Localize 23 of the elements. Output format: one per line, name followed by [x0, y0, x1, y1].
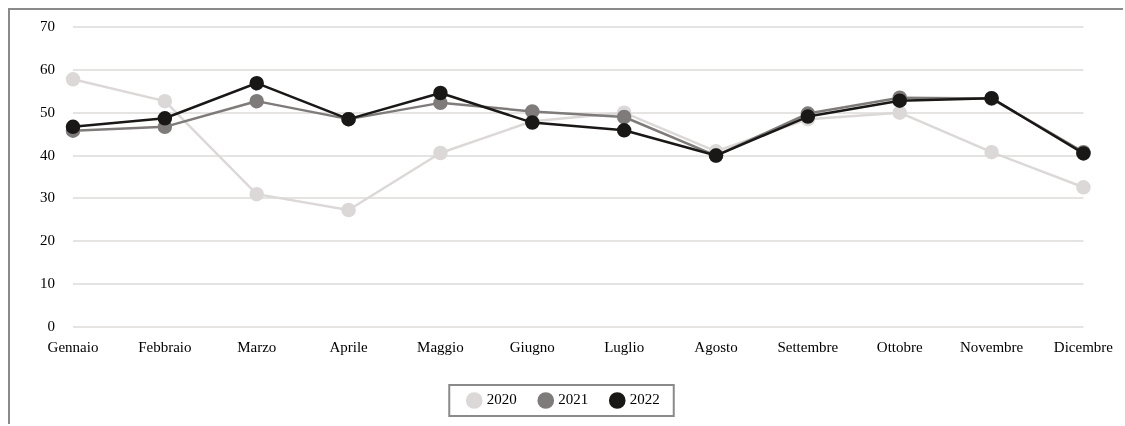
x-tick-label: Febbraio — [138, 338, 192, 355]
x-tick-label: Settembre — [777, 338, 839, 355]
y-tick-label: 30 — [40, 189, 55, 206]
x-tick-label: Aprile — [329, 338, 369, 355]
y-tick-label: 60 — [40, 60, 55, 77]
legend-label: 2022 — [629, 391, 660, 408]
y-tick-label: 40 — [40, 146, 55, 163]
x-tick-label: Novembre — [959, 338, 1024, 355]
y-tick-label: 50 — [40, 103, 55, 120]
y-tick-label: 70 — [40, 17, 55, 34]
y-tick-label: 10 — [40, 275, 55, 292]
x-tick-label: Agosto — [694, 338, 738, 355]
x-tick-label: Luglio — [604, 338, 645, 355]
x-tick-label: Marzo — [237, 338, 277, 355]
y-tick-label: 0 — [47, 317, 55, 334]
x-tick-label: Giugno — [509, 338, 555, 355]
x-tick-label: Maggio — [417, 338, 464, 355]
x-tick-label: Gennaio — [47, 338, 99, 355]
y-tick-label: 20 — [40, 232, 55, 249]
x-tick-label: Dicembre — [1053, 338, 1114, 355]
legend-label: 2021 — [558, 391, 589, 408]
legend-label: 2020 — [486, 391, 517, 408]
x-tick-label: Ottobre — [876, 338, 923, 355]
